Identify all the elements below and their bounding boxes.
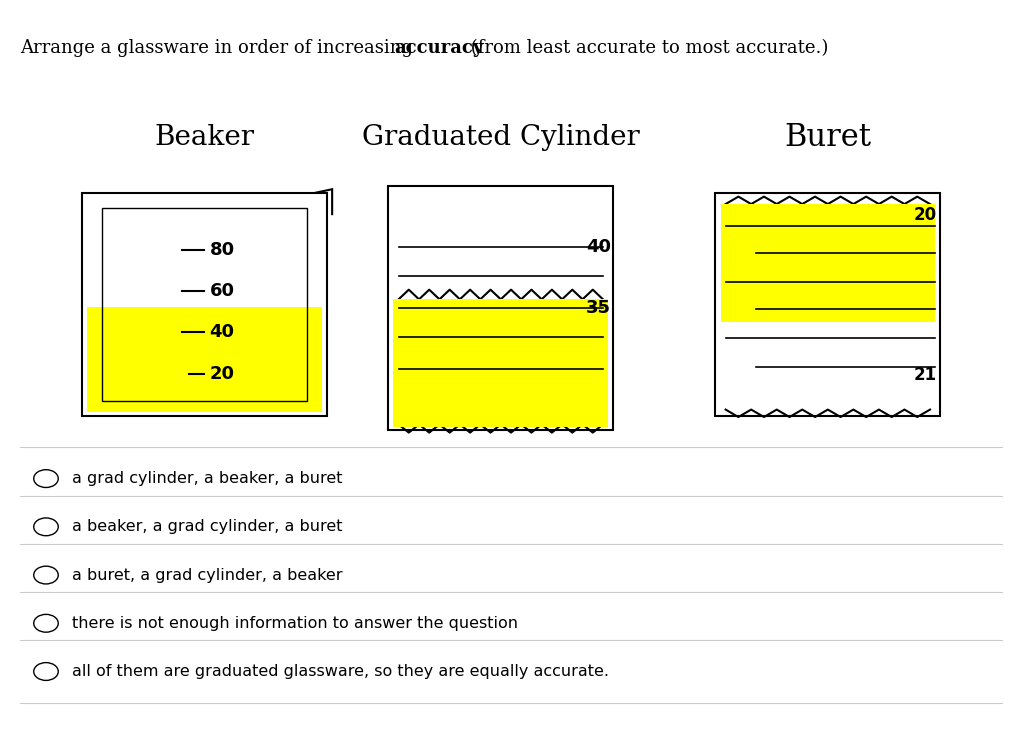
Text: a beaker, a grad cylinder, a buret: a beaker, a grad cylinder, a buret (72, 519, 342, 534)
Text: 60: 60 (210, 282, 234, 300)
Text: Buret: Buret (784, 122, 872, 153)
Bar (393, 299, 608, 427)
Text: there is not enough information to answer the question: there is not enough information to answe… (72, 616, 517, 631)
Text: 40: 40 (210, 324, 234, 341)
Text: Beaker: Beaker (154, 124, 254, 151)
Text: Graduated Cylinder: Graduated Cylinder (362, 124, 640, 151)
Bar (102, 208, 307, 401)
Text: a grad cylinder, a beaker, a buret: a grad cylinder, a beaker, a buret (72, 471, 342, 486)
Circle shape (34, 614, 58, 632)
Text: 40: 40 (587, 237, 611, 256)
Bar (721, 204, 935, 322)
Bar (388, 186, 613, 430)
Text: 20: 20 (914, 206, 937, 224)
Text: 20: 20 (210, 365, 234, 383)
Bar (82, 193, 327, 416)
Text: accuracy: accuracy (394, 39, 483, 57)
Text: 35: 35 (587, 299, 611, 317)
Bar (87, 307, 322, 412)
Text: Arrange a glassware in order of increasing: Arrange a glassware in order of increasi… (20, 39, 419, 57)
Text: all of them are graduated glassware, so they are equally accurate.: all of them are graduated glassware, so … (72, 664, 608, 679)
Text: 80: 80 (210, 240, 235, 259)
Circle shape (34, 518, 58, 536)
Text: 21: 21 (914, 367, 937, 384)
Bar (715, 193, 940, 416)
Circle shape (34, 470, 58, 487)
Text: a buret, a grad cylinder, a beaker: a buret, a grad cylinder, a beaker (72, 568, 342, 582)
Circle shape (34, 566, 58, 584)
Circle shape (34, 663, 58, 680)
Text: (from least accurate to most accurate.): (from least accurate to most accurate.) (465, 39, 829, 57)
